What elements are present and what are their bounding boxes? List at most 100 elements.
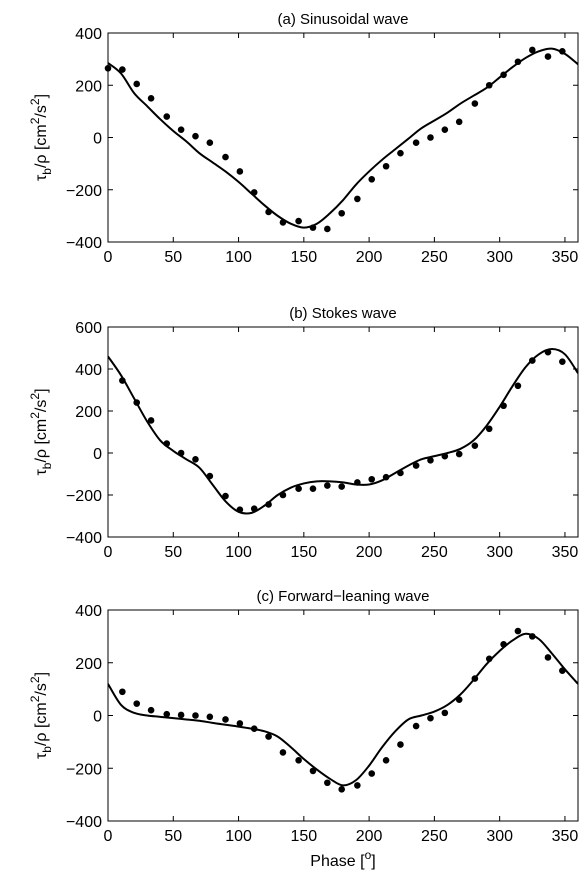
- data-point: [514, 382, 522, 390]
- data-point: [485, 425, 493, 433]
- y-tick-label: 400: [75, 603, 102, 620]
- data-point: [236, 720, 244, 727]
- y-tick-label: 400: [75, 362, 102, 379]
- data-point: [119, 66, 126, 73]
- data-point: [397, 149, 404, 157]
- data-point: [147, 95, 155, 102]
- chart-panel-2: (c) Forward−leaning wave 0 50 100 150 200 250 3…: [28, 588, 579, 870]
- data-point: [250, 189, 258, 196]
- data-point: [354, 479, 361, 486]
- data-point: [368, 770, 376, 777]
- data-point: [338, 209, 345, 217]
- data-point: [133, 700, 141, 707]
- x-tick-label: 200: [356, 249, 383, 266]
- y-tick-label: −400: [66, 530, 102, 547]
- y-tick-label: 600: [75, 320, 102, 337]
- data-point: [250, 505, 258, 512]
- y-axis-label: τb/ρ [cm2/s2]: [28, 672, 54, 759]
- data-point: [441, 452, 449, 460]
- y-tick-label: −200: [66, 761, 102, 778]
- data-point: [427, 134, 434, 141]
- x-tick-label: 300: [486, 544, 513, 561]
- data-point: [500, 640, 507, 648]
- x-tick-label: 100: [225, 828, 252, 845]
- series-line: [108, 632, 578, 787]
- data-point: [295, 485, 302, 493]
- data-point: [324, 779, 331, 787]
- data-point: [354, 195, 361, 203]
- data-point: [133, 399, 141, 406]
- data-point: [236, 168, 244, 175]
- data-point: [354, 782, 361, 789]
- data-point: [250, 725, 258, 732]
- data-point: [295, 217, 302, 225]
- data-point: [222, 153, 229, 161]
- data-point: [427, 714, 434, 722]
- data-point: [485, 655, 493, 663]
- x-tick-label: 200: [356, 544, 383, 561]
- data-point: [279, 219, 287, 226]
- data-point: [382, 473, 390, 481]
- data-point: [471, 100, 479, 107]
- data-point: [192, 712, 199, 719]
- data-point: [177, 126, 185, 133]
- y-tick-label: 200: [75, 78, 102, 95]
- y-tick-label: 0: [93, 131, 102, 148]
- y-tick-label: 400: [75, 26, 102, 43]
- data-point: [500, 402, 507, 410]
- axes-frame: [107, 326, 579, 538]
- x-tick-label: 200: [356, 828, 383, 845]
- x-tick-label: 150: [290, 249, 317, 266]
- data-point: [529, 46, 536, 54]
- data-point: [529, 357, 536, 364]
- data-point: [177, 711, 185, 719]
- data-point: [382, 162, 390, 170]
- x-tick-label: 100: [225, 249, 252, 266]
- series-line: [108, 348, 578, 515]
- data-point: [529, 633, 536, 640]
- data-point: [192, 132, 199, 140]
- x-tick-label: 50: [164, 249, 182, 266]
- data-point: [559, 667, 566, 674]
- data-point: [279, 491, 287, 499]
- data-point: [412, 462, 420, 469]
- data-point: [514, 58, 522, 66]
- data-point: [265, 208, 272, 216]
- data-point: [163, 440, 171, 447]
- data-point: [382, 757, 390, 764]
- x-tick-label: 150: [290, 544, 317, 561]
- data-point: [427, 457, 434, 464]
- data-point: [147, 706, 155, 714]
- y-tick-label: −200: [66, 488, 102, 505]
- data-point: [309, 485, 317, 493]
- data-point: [544, 348, 552, 356]
- x-tick-label: 0: [104, 828, 113, 845]
- x-tick-label: 300: [486, 249, 513, 266]
- data-point: [324, 482, 331, 489]
- data-point: [206, 472, 214, 480]
- x-tick-label: 150: [290, 828, 317, 845]
- data-point: [236, 506, 244, 513]
- chart-title: (a) Sinusoidal wave: [278, 11, 409, 28]
- data-point: [119, 377, 126, 384]
- data-point: [338, 786, 345, 793]
- data-point: [368, 475, 376, 483]
- x-tick-label: 350: [552, 544, 579, 561]
- data-point: [455, 450, 463, 458]
- data-point: [514, 627, 522, 635]
- data-point: [147, 417, 155, 424]
- data-point: [279, 749, 287, 756]
- data-point: [559, 358, 566, 365]
- series-line: [108, 47, 578, 229]
- data-point: [295, 757, 302, 764]
- x-tick-label: 0: [104, 544, 113, 561]
- y-axis-label: τb/ρ [cm2/s2]: [28, 94, 54, 181]
- x-tick-label: 250: [421, 249, 448, 266]
- x-tick-label: 350: [552, 828, 579, 845]
- data-point: [544, 654, 552, 661]
- y-tick-label: −400: [66, 814, 102, 831]
- data-point: [133, 80, 141, 88]
- data-point: [265, 501, 272, 508]
- x-tick-label: 50: [164, 828, 182, 845]
- data-point: [397, 741, 404, 748]
